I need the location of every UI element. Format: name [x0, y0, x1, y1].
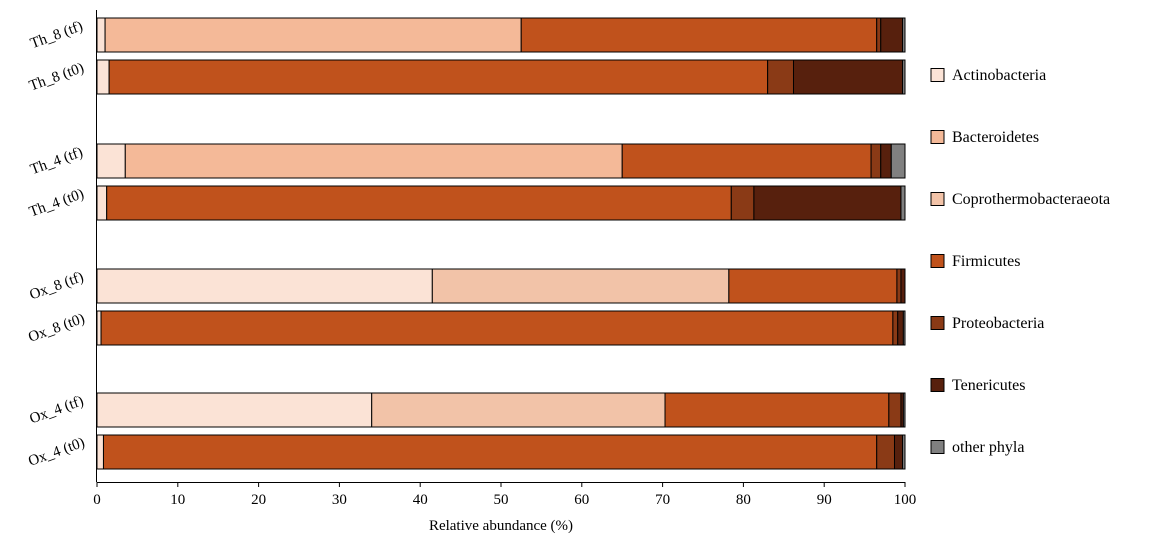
bar-segment: [876, 17, 882, 53]
bar-segment: [730, 185, 755, 221]
legend-label: Firmicutes: [952, 253, 1020, 270]
bar-segment: [902, 17, 906, 53]
bar-segment: [728, 268, 898, 304]
bar-segment: [896, 268, 902, 304]
bar-segment: [96, 268, 433, 304]
legend-swatch: [930, 130, 945, 144]
category-label: Th_8 (tf): [28, 18, 85, 52]
legend-label: Actinobacteria: [952, 67, 1046, 84]
legend-swatch: [930, 254, 945, 268]
bar-segment: [104, 17, 522, 53]
category-label: Th_4 (t0): [27, 186, 86, 221]
legend-label: Coprothermobacteraeota: [952, 191, 1110, 208]
bar-segment: [96, 310, 102, 346]
bar-segment: [900, 185, 906, 221]
bar-segment: [96, 143, 126, 179]
bar-segment: [902, 392, 906, 428]
x-tick-label: 60: [574, 492, 589, 508]
bar-segment: [792, 59, 904, 95]
bar-segment: [767, 59, 794, 95]
legend-label: Proteobacteria: [952, 315, 1044, 332]
bar-segment: [621, 143, 872, 179]
x-tick-label: 80: [736, 492, 751, 508]
bar-segment: [753, 185, 902, 221]
bar-segment: [892, 310, 899, 346]
bar-segment: [888, 392, 902, 428]
legend-swatch: [930, 440, 945, 454]
x-axis-title: Relative abundance (%): [429, 518, 573, 534]
legend-swatch: [930, 316, 945, 330]
bar-segment: [96, 434, 104, 470]
legend-swatch: [930, 378, 945, 392]
bar-segment: [664, 392, 890, 428]
bar-segment: [96, 17, 106, 53]
bar-segment: [902, 310, 906, 346]
x-tick-label: 10: [170, 492, 185, 508]
x-tick-label: 40: [413, 492, 428, 508]
x-tick-label: 30: [332, 492, 347, 508]
legend-label: Bacteroidetes: [952, 129, 1039, 146]
bar-segment: [870, 143, 882, 179]
bar-segment: [880, 143, 892, 179]
category-label: Th_8 (t0): [27, 60, 86, 95]
bar-segment: [108, 59, 769, 95]
x-tick-label: 50: [494, 492, 509, 508]
bar-segment: [100, 310, 894, 346]
legend-label: other phyla: [952, 439, 1024, 456]
bar-segment: [96, 59, 110, 95]
bar-segment: [897, 310, 904, 346]
bar-segment: [902, 434, 906, 470]
x-tick-label: 100: [894, 492, 917, 508]
category-label: Ox_8 (t0): [26, 311, 87, 346]
bar-segment: [880, 17, 904, 53]
bar-segment: [890, 143, 906, 179]
bar-segment: [431, 268, 730, 304]
category-label: Ox_4 (tf): [27, 393, 85, 427]
x-tick-label: 20: [251, 492, 266, 508]
bar-segment: [893, 434, 904, 470]
bar-segment: [371, 392, 666, 428]
x-tick-label: 90: [817, 492, 832, 508]
bar-segment: [876, 434, 895, 470]
x-tick-label: 70: [655, 492, 670, 508]
bar-segment: [96, 185, 108, 221]
legend-swatch: [930, 192, 945, 206]
category-label: Ox_8 (tf): [27, 269, 85, 303]
legend-label: Tenericutes: [952, 377, 1026, 394]
category-label: Th_4 (tf): [28, 144, 85, 178]
legend-swatch: [930, 68, 945, 82]
bar-segment: [106, 185, 732, 221]
x-tick-label: 0: [93, 492, 101, 508]
bar-segment: [520, 17, 878, 53]
bar-segment: [902, 59, 906, 95]
bar-segment: [900, 268, 906, 304]
bar-segment: [102, 434, 878, 470]
bar-segment: [96, 392, 373, 428]
category-label: Ox_4 (t0): [26, 435, 87, 470]
bar-segment: [124, 143, 623, 179]
